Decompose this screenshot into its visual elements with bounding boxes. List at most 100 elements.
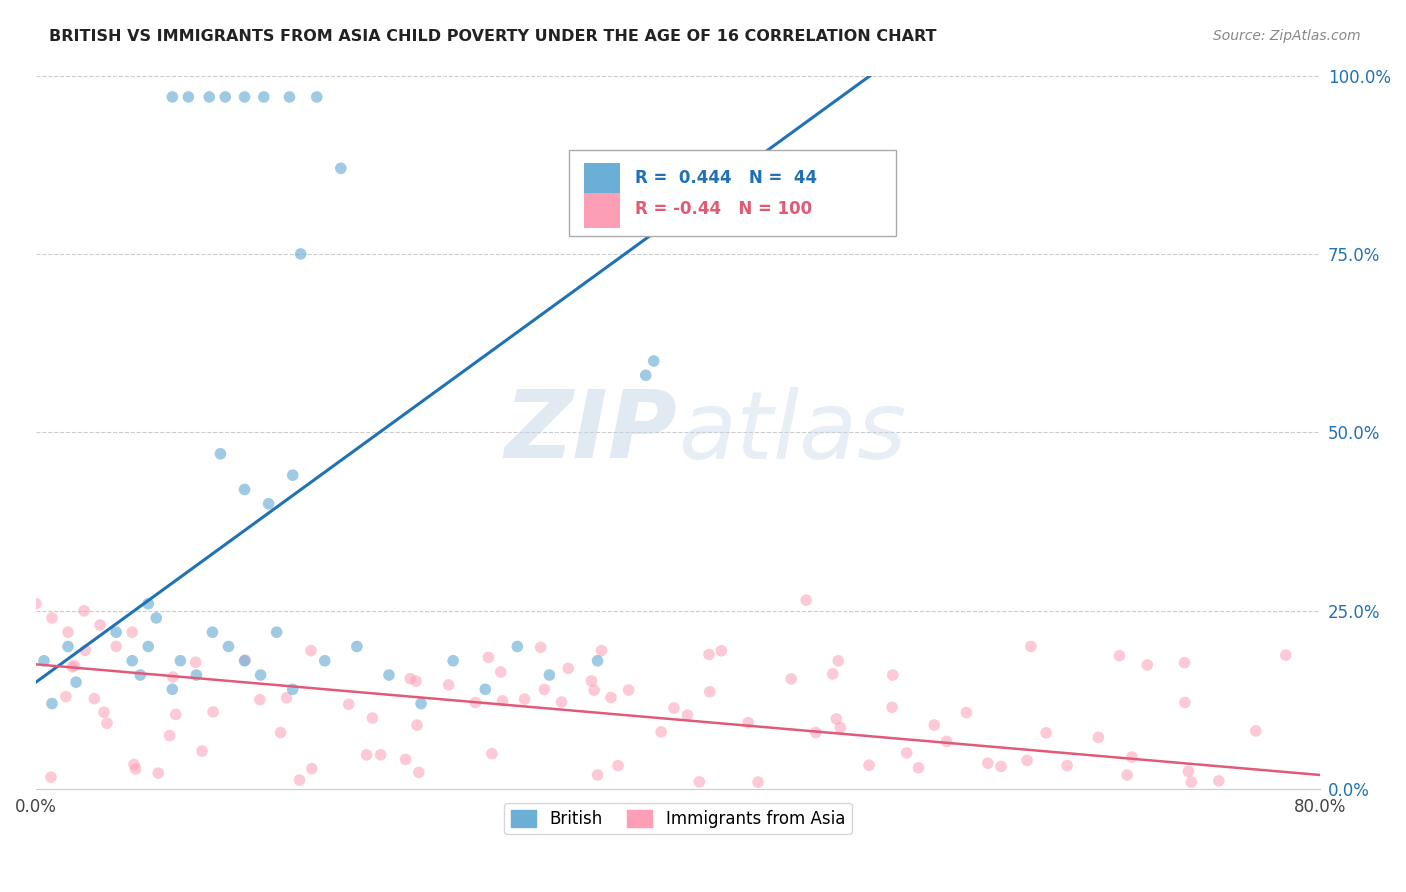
Point (276, 690, 298, 705)
Point (1121, 750, 1143, 764)
Point (688, 775, 710, 789)
Point (437, 678, 460, 692)
Point (105, 625, 128, 640)
Point (858, 758, 880, 772)
Point (41, 697, 63, 711)
Point (481, 747, 503, 761)
Text: atlas: atlas (678, 387, 905, 478)
Point (288, 772, 311, 787)
Point (924, 718, 946, 732)
Point (266, 625, 288, 640)
Text: R = -0.44   N = 100: R = -0.44 N = 100 (636, 200, 813, 218)
Bar (583, 162, 620, 197)
Point (136, 597, 159, 611)
Point (408, 765, 430, 780)
Point (394, 752, 416, 766)
Point (955, 706, 977, 720)
Point (538, 668, 561, 682)
Point (249, 692, 271, 706)
Point (198, 90, 221, 104)
Point (202, 705, 225, 719)
Point (990, 759, 1012, 773)
Point (896, 746, 918, 760)
Point (506, 640, 529, 654)
Point (477, 650, 499, 665)
Point (1015, 754, 1038, 768)
Point (162, 682, 184, 697)
Point (233, 654, 256, 668)
Point (634, 368, 657, 383)
Point (356, 747, 378, 762)
Point (1087, 731, 1109, 745)
Point (346, 640, 368, 654)
Point (41, 611, 63, 625)
Point (165, 707, 187, 722)
Point (93, 705, 115, 719)
Point (124, 762, 146, 776)
Point (662, 701, 685, 715)
Point (1274, 648, 1296, 662)
Point (882, 668, 904, 682)
Point (977, 756, 1000, 771)
Point (513, 692, 536, 706)
Point (1108, 648, 1130, 663)
Point (405, 674, 427, 689)
Point (65, 675, 87, 690)
Text: ZIP: ZIP (505, 386, 678, 478)
Point (697, 648, 720, 662)
Point (191, 744, 214, 758)
Point (122, 757, 145, 772)
Point (25, 597, 48, 611)
Point (882, 700, 904, 714)
Point (337, 698, 360, 712)
Point (301, 762, 323, 776)
Point (209, 447, 232, 461)
Point (821, 667, 844, 681)
Point (270, 725, 292, 739)
Point (62, 660, 84, 674)
Point (1177, 764, 1199, 779)
Point (491, 694, 513, 708)
Point (186, 668, 208, 682)
Point (32, 654, 55, 668)
Point (1035, 726, 1057, 740)
Point (39, 770, 62, 784)
Point (586, 768, 609, 782)
Point (162, 90, 184, 104)
Point (830, 721, 852, 735)
Point (290, 247, 312, 261)
Point (1056, 758, 1078, 772)
Point (121, 654, 143, 668)
Point (747, 775, 769, 789)
Point (63, 658, 86, 673)
Point (162, 670, 184, 684)
Point (617, 683, 640, 698)
Point (89, 618, 111, 632)
Point (129, 668, 152, 682)
Point (121, 625, 143, 640)
Point (1180, 775, 1202, 789)
Point (305, 90, 328, 104)
Point (780, 672, 803, 686)
Point (489, 665, 512, 679)
Point (676, 708, 699, 723)
Point (105, 640, 128, 654)
Text: R =  0.444   N =  44: R = 0.444 N = 44 (636, 169, 817, 186)
Point (581, 673, 603, 688)
Point (583, 683, 606, 698)
Point (55, 690, 77, 704)
Point (794, 593, 817, 607)
Point (148, 766, 170, 780)
Point (406, 718, 429, 732)
Point (370, 747, 392, 762)
Point (1174, 696, 1197, 710)
Point (825, 712, 848, 726)
Point (56, 640, 79, 654)
Point (177, 90, 200, 104)
Point (935, 734, 957, 748)
Point (1208, 773, 1230, 788)
Point (278, 90, 301, 104)
Text: Source: ZipAtlas.com: Source: ZipAtlas.com (1213, 29, 1361, 43)
Point (1019, 640, 1042, 654)
Point (441, 654, 464, 668)
